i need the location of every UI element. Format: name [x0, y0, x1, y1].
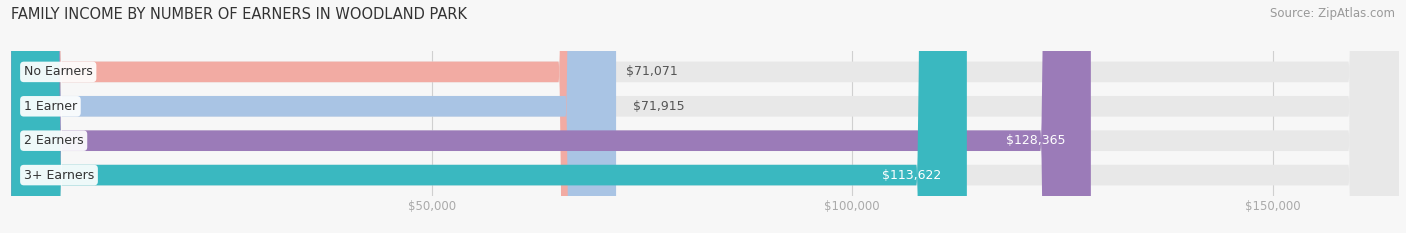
- FancyBboxPatch shape: [11, 0, 967, 233]
- Text: No Earners: No Earners: [24, 65, 93, 78]
- Text: $113,622: $113,622: [883, 169, 942, 182]
- Text: $128,365: $128,365: [1007, 134, 1066, 147]
- FancyBboxPatch shape: [11, 0, 1399, 233]
- FancyBboxPatch shape: [11, 0, 609, 233]
- Text: 2 Earners: 2 Earners: [24, 134, 83, 147]
- Text: $71,071: $71,071: [626, 65, 678, 78]
- FancyBboxPatch shape: [11, 0, 1399, 233]
- FancyBboxPatch shape: [11, 0, 1399, 233]
- FancyBboxPatch shape: [11, 0, 616, 233]
- Text: 3+ Earners: 3+ Earners: [24, 169, 94, 182]
- Text: $71,915: $71,915: [633, 100, 685, 113]
- FancyBboxPatch shape: [11, 0, 1091, 233]
- Text: Source: ZipAtlas.com: Source: ZipAtlas.com: [1270, 7, 1395, 20]
- Text: FAMILY INCOME BY NUMBER OF EARNERS IN WOODLAND PARK: FAMILY INCOME BY NUMBER OF EARNERS IN WO…: [11, 7, 467, 22]
- FancyBboxPatch shape: [11, 0, 1399, 233]
- Text: 1 Earner: 1 Earner: [24, 100, 77, 113]
